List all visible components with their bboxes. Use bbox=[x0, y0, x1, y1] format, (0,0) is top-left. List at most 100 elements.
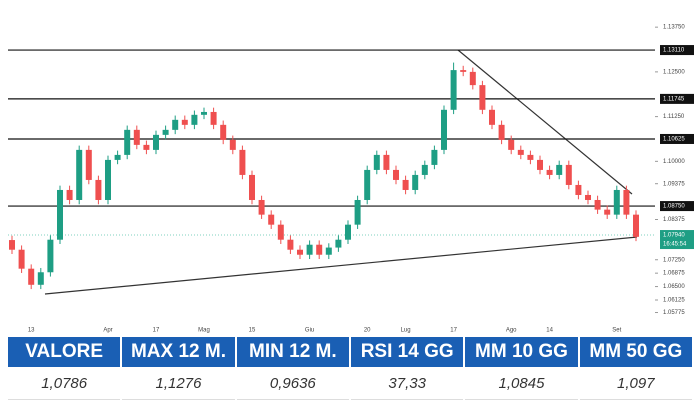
table-cell: 1,0845 bbox=[465, 369, 578, 400]
candle-body bbox=[431, 149, 438, 165]
candle-body bbox=[469, 71, 476, 86]
stats-table: VALORE MAX 12 M. MIN 12 M. RSI 14 GG MM 10 G… bbox=[8, 337, 692, 400]
candle-body bbox=[153, 134, 159, 150]
x-tick-label: Set bbox=[612, 328, 621, 334]
candle-body bbox=[57, 189, 63, 240]
table-cell: 1,097 bbox=[579, 369, 692, 400]
y-tick-label: 1.10000 bbox=[663, 159, 685, 165]
y-tick-label: 1.12500 bbox=[663, 69, 685, 75]
table-header: MM 50 GG bbox=[579, 337, 692, 367]
x-tick-label: 14 bbox=[546, 328, 553, 334]
candle-body bbox=[297, 249, 303, 255]
candle-body bbox=[450, 70, 457, 110]
level-label-box bbox=[660, 133, 694, 144]
y-tick-label: 1.05775 bbox=[663, 310, 685, 316]
table-header: RSI 14 GG bbox=[351, 337, 464, 367]
candle-body bbox=[623, 189, 630, 215]
current-price-label: 1.07940 bbox=[663, 233, 685, 239]
candle-body bbox=[76, 149, 83, 200]
candle-body bbox=[364, 169, 371, 200]
y-tick-label: 1.07250 bbox=[663, 257, 685, 263]
candle-body bbox=[66, 189, 73, 200]
candle-body bbox=[421, 164, 428, 175]
x-tick-label: 20 bbox=[364, 328, 371, 334]
countdown: 16:45:54 bbox=[663, 242, 687, 248]
candle-body bbox=[277, 224, 284, 240]
table-cell: 0,9636 bbox=[236, 369, 349, 400]
candle-body bbox=[172, 119, 179, 130]
y-tick-label: 1.13750 bbox=[663, 25, 685, 31]
candle-body bbox=[402, 179, 409, 190]
candle-body bbox=[306, 244, 313, 255]
x-tick-label: Lug bbox=[401, 328, 411, 334]
x-tick-label: 15 bbox=[249, 328, 256, 334]
x-tick-label: Mag bbox=[198, 328, 210, 334]
candle-body bbox=[383, 154, 390, 170]
table-cell: 1,0786 bbox=[8, 369, 121, 400]
level-label-box bbox=[660, 201, 694, 212]
table-header: MM 10 GG bbox=[465, 337, 578, 367]
candle-body bbox=[201, 111, 207, 115]
chart: 1.13750 1.12500 1.11250 1.10000 1.09375 1.083… bbox=[8, 25, 694, 334]
x-tick-label: 17 bbox=[153, 328, 160, 334]
candle-body bbox=[345, 224, 351, 240]
level-label-box bbox=[660, 93, 694, 104]
candle-body bbox=[373, 154, 380, 170]
candle-body bbox=[489, 109, 495, 125]
candle-body bbox=[316, 244, 323, 255]
candle-body bbox=[18, 249, 25, 269]
candle-body bbox=[556, 164, 563, 175]
table-header: VALORE bbox=[8, 337, 121, 367]
level-label-box bbox=[660, 45, 694, 56]
candle-body bbox=[287, 239, 294, 250]
candle-body bbox=[498, 124, 505, 140]
downtrend-line bbox=[457, 49, 633, 195]
candle-body bbox=[124, 129, 131, 155]
candle-body bbox=[268, 214, 275, 225]
uptrend-line bbox=[44, 236, 638, 295]
candle-body bbox=[335, 239, 342, 248]
candle-body bbox=[393, 169, 399, 180]
candle-body bbox=[479, 85, 486, 110]
level-label: 1.13110 bbox=[663, 48, 685, 54]
candle-body bbox=[105, 159, 111, 200]
current-price-box bbox=[660, 230, 694, 250]
x-tick-label: 17 bbox=[450, 328, 457, 334]
level-label: 1.11745 bbox=[663, 96, 685, 102]
candle-body bbox=[585, 194, 591, 200]
candle-body bbox=[181, 119, 188, 125]
level-label: 1.10625 bbox=[663, 137, 685, 143]
candle-body bbox=[325, 247, 332, 255]
x-tick-label: Apr bbox=[103, 328, 112, 334]
x-tick-label: Giu bbox=[305, 328, 314, 334]
candle-body bbox=[162, 129, 169, 135]
table-header: MAX 12 M. bbox=[122, 337, 235, 367]
candle-body bbox=[143, 144, 150, 150]
candle-body bbox=[594, 199, 601, 210]
y-tick-label: 1.08375 bbox=[663, 217, 685, 223]
candle-body bbox=[546, 169, 553, 175]
candle-body bbox=[527, 154, 534, 160]
x-tick-label: Ago bbox=[506, 328, 517, 334]
candle-body bbox=[354, 199, 361, 225]
candle-body bbox=[133, 129, 140, 145]
candle-body bbox=[229, 139, 236, 150]
y-tick-label: 1.06875 bbox=[663, 271, 685, 277]
candle-body bbox=[210, 111, 217, 125]
table-cell: 1,1276 bbox=[122, 369, 235, 400]
candle-body bbox=[565, 164, 572, 185]
level-label: 1.08750 bbox=[663, 204, 685, 210]
y-tick-label: 1.06500 bbox=[663, 284, 685, 290]
candle-body bbox=[114, 154, 121, 160]
candle-body bbox=[85, 149, 92, 180]
y-tick-label: 1.06125 bbox=[663, 298, 685, 304]
table-cell: 37,33 bbox=[351, 369, 464, 400]
candle-body bbox=[517, 149, 524, 155]
candle-body bbox=[537, 159, 543, 170]
candle-body bbox=[9, 240, 15, 250]
candle-body bbox=[633, 214, 639, 237]
candle-body bbox=[28, 268, 35, 285]
table-header: MIN 12 M. bbox=[236, 337, 349, 367]
candle-body bbox=[460, 70, 467, 72]
